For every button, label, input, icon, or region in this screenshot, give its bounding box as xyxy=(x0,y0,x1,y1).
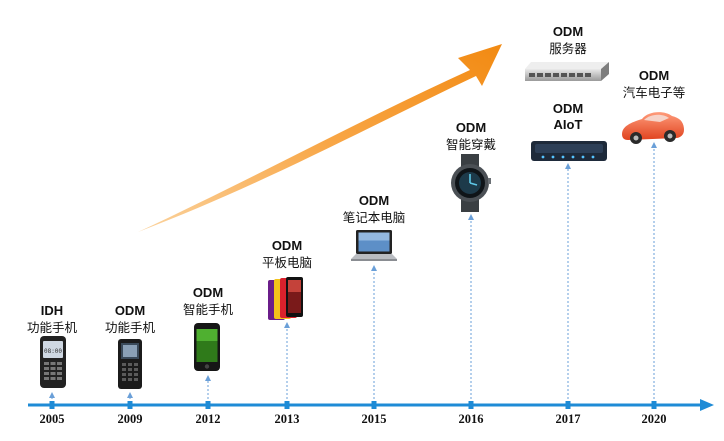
milestone-product: 汽车电子等 xyxy=(622,85,686,100)
stem-arrowhead xyxy=(371,265,377,271)
stem-arrowhead xyxy=(127,392,133,398)
milestone-mode: ODM xyxy=(638,68,670,83)
year-label-2020: 2020 xyxy=(641,412,667,426)
milestone-mode: ODM xyxy=(358,193,390,208)
axis-tick xyxy=(468,401,474,409)
server-icon xyxy=(525,62,609,81)
milestone-mode: ODM xyxy=(552,24,584,39)
smartwatch-icon xyxy=(451,154,491,212)
svg-text:08:00: 08:00 xyxy=(44,348,62,355)
stem-arrowhead xyxy=(284,322,290,328)
car-icon xyxy=(622,112,684,144)
stem-arrowhead xyxy=(651,142,657,148)
stem-arrowhead xyxy=(205,375,211,381)
year-label-2017: 2017 xyxy=(555,412,581,426)
tablet-icon xyxy=(268,277,303,320)
year-label-2009: 2009 xyxy=(117,412,143,426)
milestone-label-2005: IDH 功能手机 xyxy=(27,303,77,336)
laptop-icon xyxy=(351,230,397,261)
feature-phone-icon: 08:00 xyxy=(40,336,66,388)
milestone-label-2013: ODM 平板电脑 xyxy=(262,238,312,271)
aiot-device-icon xyxy=(531,141,607,161)
milestone-label-2012: ODM 智能手机 xyxy=(183,285,233,318)
milestone-mode: ODM xyxy=(271,238,303,253)
milestone-product: 功能手机 xyxy=(26,320,78,335)
axis-tick xyxy=(565,401,571,409)
axis-tick xyxy=(205,401,211,409)
axis-tick xyxy=(49,401,55,409)
milestone-label-2017-server: ODM 服务器 xyxy=(549,24,587,57)
milestone-product: 智能手机 xyxy=(182,302,234,317)
milestone-product: 功能手机 xyxy=(104,320,156,335)
timeline-axis-arrowhead xyxy=(700,399,714,411)
milestone-product: 平板电脑 xyxy=(261,255,313,270)
milestone-mode: ODM xyxy=(192,285,224,300)
stem-arrowhead xyxy=(565,163,571,169)
growth-arrow xyxy=(138,44,502,232)
axis-tick xyxy=(371,401,377,409)
year-label-2013: 2013 xyxy=(274,412,300,426)
year-label-2005: 2005 xyxy=(39,412,65,426)
milestone-label-2015: ODM 笔记本电脑 xyxy=(343,193,406,226)
milestone-mode: IDH xyxy=(40,303,64,318)
smartphone-icon xyxy=(194,323,220,371)
axis-tick xyxy=(651,401,657,409)
milestone-mode: ODM xyxy=(552,101,584,116)
stem-arrowhead xyxy=(49,392,55,398)
axis-tick xyxy=(127,401,133,409)
year-label-2015: 2015 xyxy=(361,412,387,426)
milestone-product: 智能穿戴 xyxy=(445,137,497,152)
stem-arrowhead xyxy=(468,214,474,220)
feature-phone-icon xyxy=(118,339,142,389)
milestone-product: AIoT xyxy=(553,117,583,132)
year-label-2012: 2012 xyxy=(195,412,221,426)
milestone-product: 服务器 xyxy=(549,41,587,56)
milestone-label-2009: ODM 功能手机 xyxy=(105,303,155,336)
milestone-mode: ODM xyxy=(114,303,146,318)
milestone-label-2017-aiot: ODM AIoT xyxy=(553,101,583,133)
milestone-mode: ODM xyxy=(455,120,487,135)
milestone-label-2016: ODM 智能穿戴 xyxy=(446,120,496,153)
milestone-label-2020: ODM 汽车电子等 xyxy=(623,68,686,101)
year-label-2016: 2016 xyxy=(458,412,484,426)
axis-tick xyxy=(284,401,290,409)
milestone-product: 笔记本电脑 xyxy=(342,210,406,225)
